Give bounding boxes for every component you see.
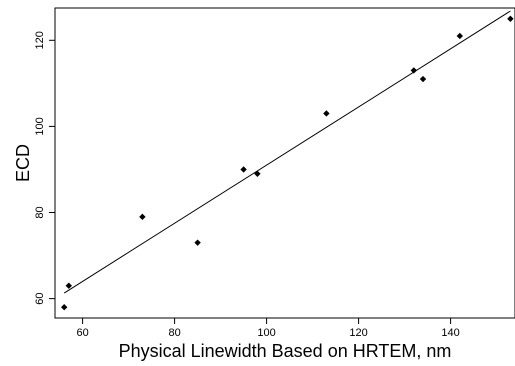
- y-tick-label: 100: [34, 117, 46, 135]
- y-tick-label: 120: [34, 31, 46, 49]
- data-point: [240, 166, 247, 173]
- y-axis: 60 80 100 120: [34, 31, 55, 305]
- data-point: [65, 282, 72, 289]
- data-points: [61, 15, 514, 311]
- x-axis: 60 80 100 120 140: [76, 318, 460, 339]
- data-point: [410, 67, 417, 74]
- y-tick-label: 60: [34, 293, 46, 305]
- data-point: [323, 110, 330, 117]
- x-tick-label: 60: [76, 327, 88, 339]
- data-point: [139, 213, 146, 221]
- y-axis-title: ECD: [13, 144, 33, 182]
- y-tick-label: 80: [34, 206, 46, 218]
- x-tick-label: 140: [441, 327, 459, 339]
- data-point: [419, 75, 427, 83]
- plot-frame: [54, 7, 515, 319]
- data-point: [61, 304, 68, 311]
- data-point: [194, 239, 201, 246]
- x-axis-title: Physical Linewidth Based on HRTEM, nm: [119, 341, 452, 361]
- data-point: [456, 32, 463, 40]
- x-tick-label: 80: [168, 327, 180, 339]
- regression-line: [63, 10, 511, 294]
- x-tick-label: 100: [257, 327, 275, 339]
- data-point: [254, 170, 261, 177]
- x-tick-label: 120: [349, 327, 367, 339]
- data-point: [507, 15, 514, 22]
